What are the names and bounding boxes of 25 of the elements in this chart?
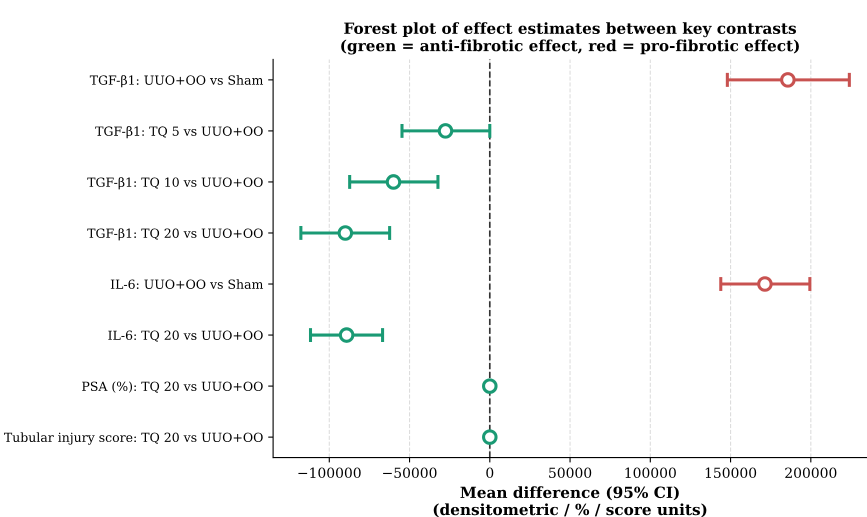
x-tick-label: 100000: [625, 468, 676, 478]
y-tick-label: TGF-β1: TQ 10 vs UUO+OO: [87, 177, 263, 190]
x-tick-label: −50000: [383, 468, 437, 478]
chart-title: Forest plot of effect estimates between key contrasts (green = anti-fibrotic effect, red = pro-fibrotic effect): [341, 22, 799, 55]
x-tick-label: 150000: [706, 468, 756, 478]
x-axis-title: Mean difference (95% CI) (densitometric / % / score units): [434, 486, 706, 517]
x-tick-label: 200000: [785, 468, 836, 478]
y-tick-label: Tubular injury score: TQ 20 vs UUO+OO: [4, 432, 263, 445]
point: [482, 429, 498, 445]
y-tick-label: TGF-β1: TQ 20 vs UUO+OO: [87, 228, 263, 240]
point: [338, 225, 354, 241]
y-tick-label: TGF-β1: TQ 5 vs UUO+OO: [95, 126, 263, 138]
y-tick-label: IL-6: UUO+OO vs Sham: [110, 279, 264, 289]
point: [338, 327, 354, 343]
x-tick-label: 50000: [549, 468, 592, 478]
x-tick-label: 0: [486, 468, 494, 478]
y-tick-label: IL-6: TQ 20 vs UUO+OO: [108, 330, 263, 342]
y-tick-label: TGF-β1: UUO+OO vs Sham: [90, 75, 264, 88]
y-tick-label: PSA (%): TQ 20 vs UUO+OO: [82, 381, 263, 393]
point: [386, 174, 402, 190]
point: [757, 276, 773, 292]
point: [482, 378, 498, 394]
x-tick-label: −100000: [298, 468, 361, 478]
point: [438, 123, 454, 139]
point: [780, 72, 796, 88]
